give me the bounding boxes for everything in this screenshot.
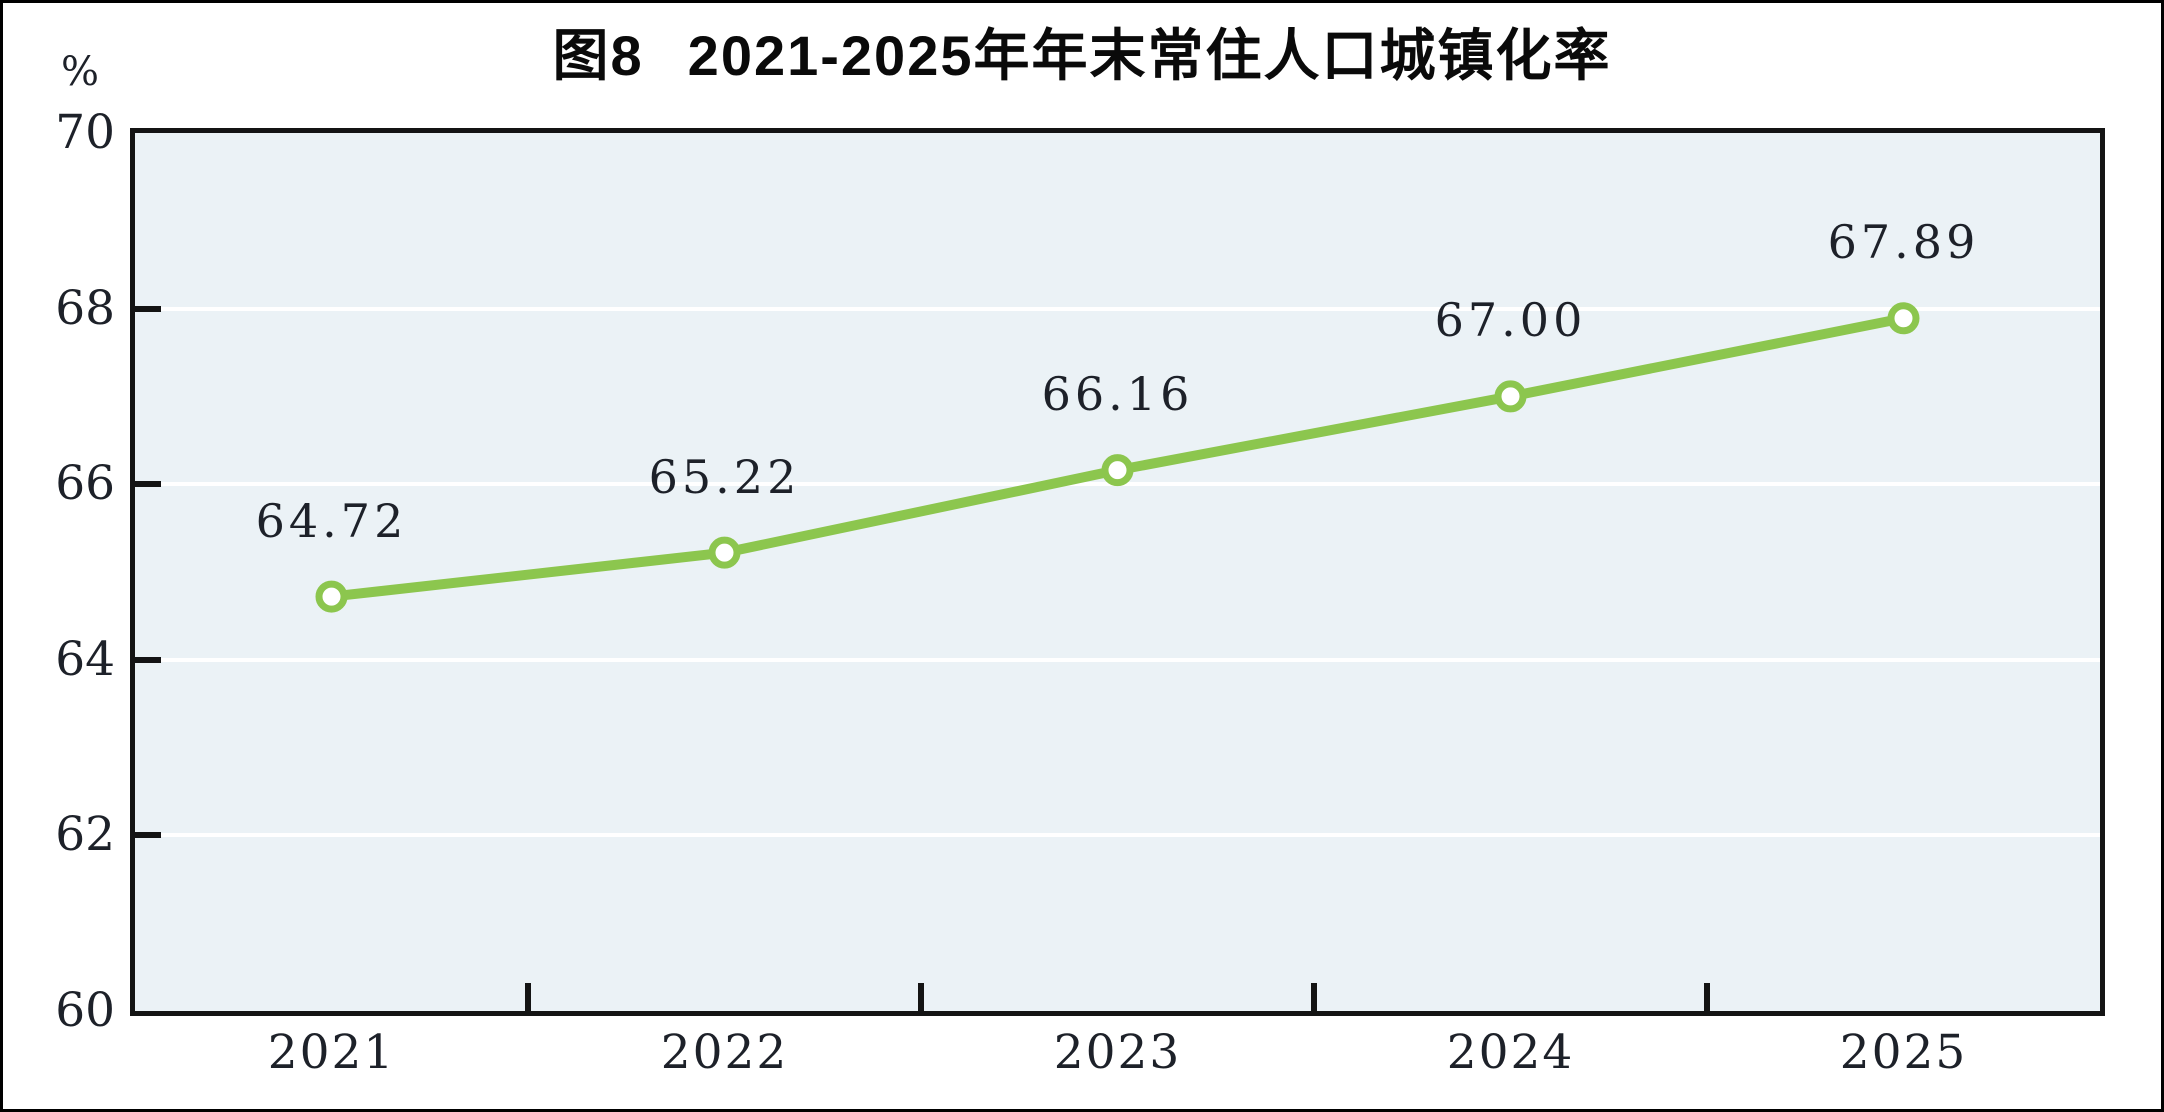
x-tick-label: 2021 bbox=[267, 1025, 396, 1080]
y-tick-label: 62 bbox=[55, 807, 115, 863]
y-tick-label: 64 bbox=[55, 631, 115, 687]
data-point-marker bbox=[1101, 454, 1134, 487]
y-tick-label: 68 bbox=[55, 280, 115, 336]
data-point-label: 67.89 bbox=[1827, 215, 1980, 270]
x-tick-label: 2023 bbox=[1053, 1025, 1182, 1080]
data-point-marker bbox=[1494, 380, 1527, 413]
data-point-marker bbox=[315, 580, 348, 613]
plot-area: 64.72 65.22 66.16 67.00 67.89 bbox=[130, 128, 2105, 1016]
x-tick-mark bbox=[1704, 983, 1710, 1011]
chart-title: 图8 2021-2025年年末常住人口城镇化率 bbox=[3, 11, 2161, 92]
data-point-label: 66.16 bbox=[1041, 367, 1194, 422]
x-tick-mark bbox=[1311, 983, 1317, 1011]
gridline bbox=[135, 833, 2100, 838]
chart-title-text: 2021-2025年年末常住人口城镇化率 bbox=[687, 24, 1612, 87]
y-tick-mark bbox=[135, 481, 161, 488]
y-axis-unit-label: % bbox=[61, 49, 100, 95]
gridline bbox=[135, 657, 2100, 662]
figure-number: 图8 bbox=[552, 24, 644, 87]
y-tick-label: 66 bbox=[55, 456, 115, 512]
y-tick-label: 70 bbox=[55, 105, 115, 160]
line-series bbox=[315, 302, 1920, 613]
y-tick-mark bbox=[135, 305, 161, 312]
x-tick-mark bbox=[918, 983, 924, 1011]
data-point-marker bbox=[1887, 302, 1920, 335]
x-tick-label: 2024 bbox=[1446, 1025, 1575, 1080]
data-point-marker bbox=[708, 536, 741, 569]
data-point-label: 67.00 bbox=[1434, 293, 1587, 348]
y-tick-mark bbox=[135, 656, 161, 663]
gridline bbox=[135, 306, 2100, 311]
x-tick-mark bbox=[525, 983, 531, 1011]
x-tick-label: 2025 bbox=[1839, 1025, 1968, 1080]
data-point-label: 65.22 bbox=[648, 449, 801, 504]
x-tick-label: 2022 bbox=[660, 1025, 789, 1080]
y-tick-label: 60 bbox=[55, 983, 115, 1038]
y-tick-mark bbox=[135, 832, 161, 839]
data-point-label: 64.72 bbox=[255, 493, 408, 548]
